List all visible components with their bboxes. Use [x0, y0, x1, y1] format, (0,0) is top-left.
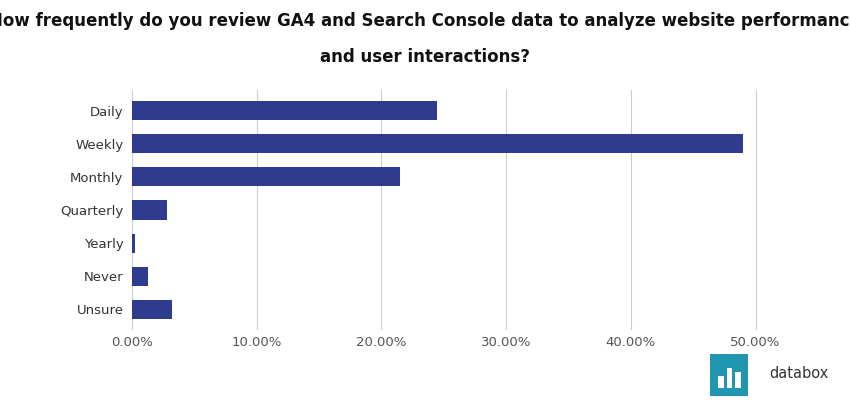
- FancyBboxPatch shape: [706, 350, 751, 400]
- Bar: [132, 134, 743, 153]
- Bar: [735, 372, 741, 388]
- Bar: [132, 101, 438, 120]
- Bar: [132, 234, 135, 253]
- Bar: [718, 376, 724, 388]
- Text: How frequently do you review GA4 and Search Console data to analyze website perf: How frequently do you review GA4 and Sea…: [0, 12, 850, 30]
- Text: and user interactions?: and user interactions?: [320, 48, 530, 66]
- Bar: [727, 368, 733, 388]
- Text: databox: databox: [769, 366, 829, 382]
- Bar: [132, 300, 172, 319]
- Bar: [132, 200, 167, 220]
- Bar: [132, 167, 400, 186]
- Bar: [132, 267, 148, 286]
